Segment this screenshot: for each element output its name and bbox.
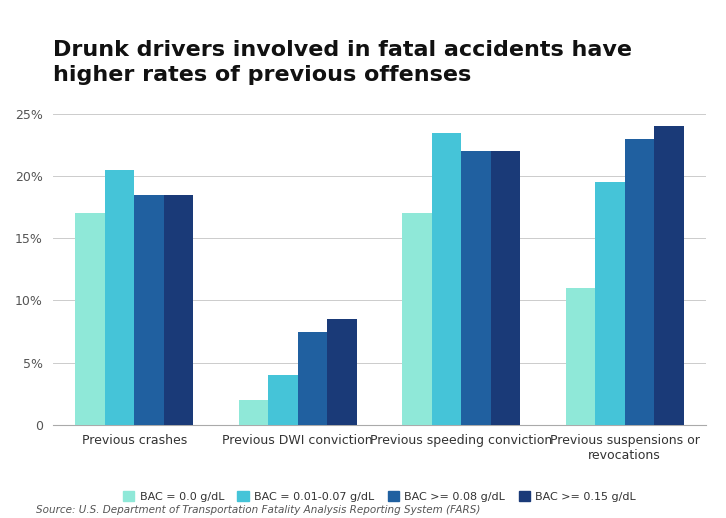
Legend: BAC = 0.0 g/dL, BAC = 0.01-0.07 g/dL, BAC >= 0.08 g/dL, BAC >= 0.15 g/dL: BAC = 0.0 g/dL, BAC = 0.01-0.07 g/dL, BA… [118,486,640,506]
Bar [76,213,105,425]
Bar [164,195,193,425]
Bar [402,213,432,425]
Bar [491,151,520,425]
Bar [595,182,624,425]
Bar [566,288,595,425]
Bar [432,133,461,425]
Bar [239,400,269,425]
Bar [298,332,327,425]
Bar [624,139,654,425]
Text: Source: U.S. Department of Transportation Fatality Analysis Reporting System (FA: Source: U.S. Department of Transportatio… [36,505,481,515]
Bar [134,195,164,425]
Bar [327,319,356,425]
Bar [654,126,683,425]
Bar [105,170,134,425]
Bar [269,375,298,425]
Text: Drunk drivers involved in fatal accidents have
higher rates of previous offenses: Drunk drivers involved in fatal accident… [52,40,632,85]
Bar [461,151,491,425]
